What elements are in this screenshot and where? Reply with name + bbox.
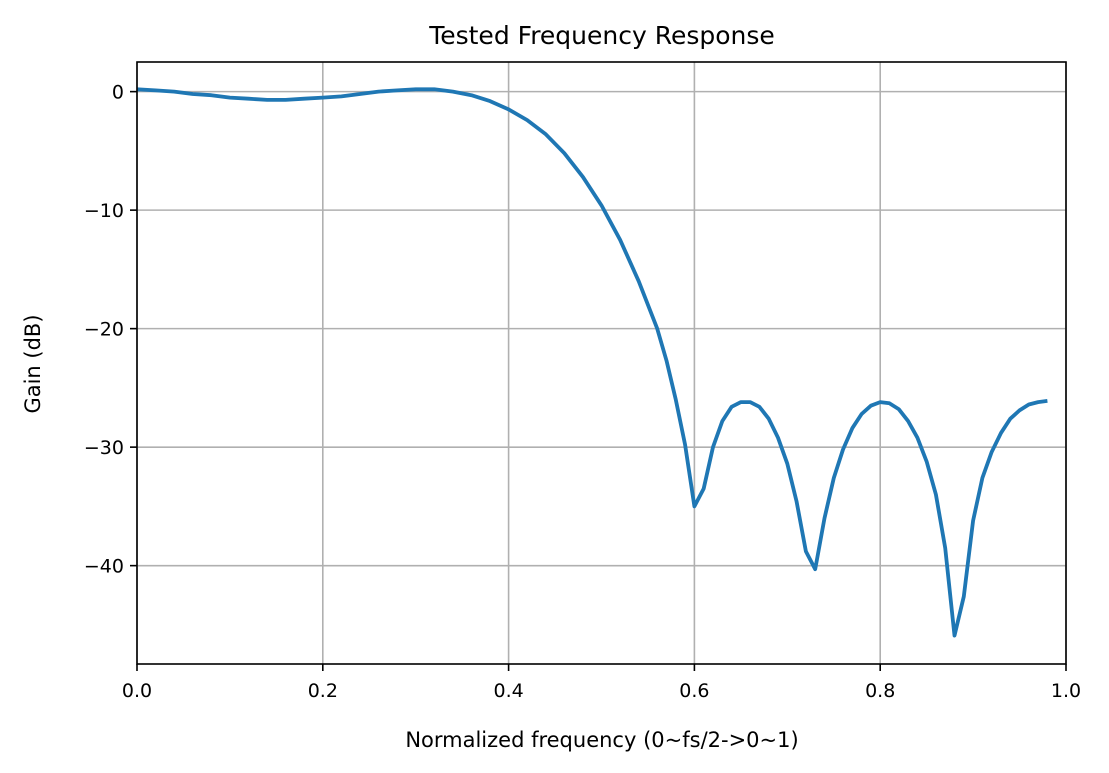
x-axis-title: Normalized frequency (0~fs/2->0~1): [405, 728, 798, 752]
ticks: 0.0 0.2 0.4 0.6 0.8 1.0 0 −10 −20 −30 −40: [84, 82, 1081, 702]
y-tick-label: −20: [84, 319, 124, 341]
series-line: [136, 87, 1048, 638]
x-tick-label: 0.0: [122, 680, 152, 702]
axes-frame: [136, 61, 1067, 665]
y-tick-label: 0: [112, 82, 124, 104]
y-tick-label: −10: [84, 200, 124, 222]
x-tick-label: 0.8: [865, 680, 895, 702]
y-axis-title: Gain (dB): [21, 314, 45, 413]
x-tick-label: 0.4: [493, 680, 523, 702]
x-tick-label: 0.6: [679, 680, 709, 702]
x-tick-label: 0.2: [308, 680, 338, 702]
y-tick-label: −40: [84, 556, 124, 578]
x-tick-label: 1.0: [1051, 680, 1081, 702]
series-layer: [136, 87, 1048, 638]
chart-title: Tested Frequency Response: [428, 21, 775, 50]
y-tick-label: −30: [84, 437, 124, 459]
